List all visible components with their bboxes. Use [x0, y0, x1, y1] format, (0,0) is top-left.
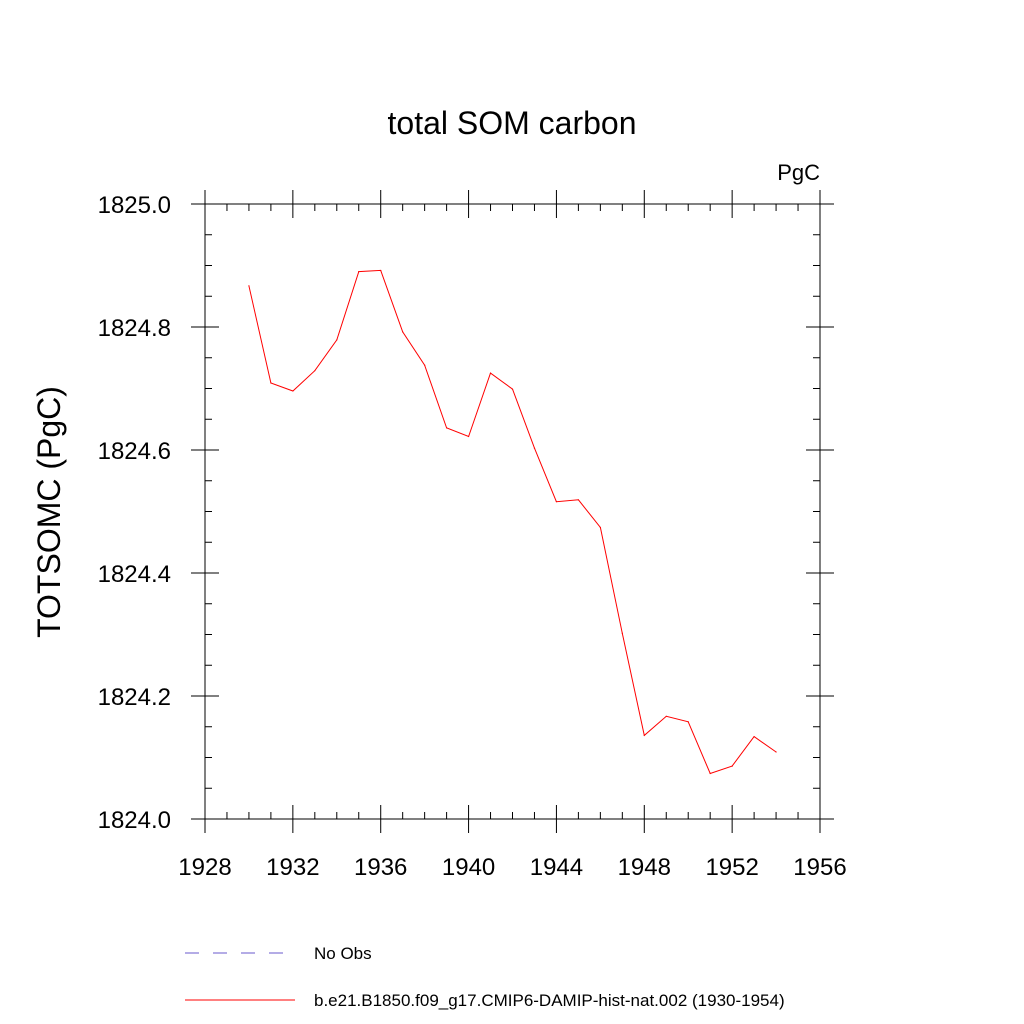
x-tick-label: 1940 — [442, 854, 495, 881]
series-layer — [248, 269, 777, 775]
series-line-0 — [248, 269, 777, 775]
y-tick-label: 1824.6 — [98, 438, 171, 465]
data-point — [402, 331, 404, 333]
x-tick-label: 1948 — [618, 854, 671, 881]
data-point — [489, 372, 492, 374]
axis-ticks — [191, 190, 834, 833]
y-tick-label: 1825.0 — [98, 192, 171, 219]
y-tick-labels: 1824.0 1824.2 1824.4 1824.6 1824.8 1825.0 — [98, 192, 171, 834]
data-point — [621, 632, 623, 634]
data-point — [270, 382, 272, 384]
data-point — [555, 501, 558, 503]
data-point — [424, 364, 426, 366]
plot-frame — [204, 203, 821, 820]
y-tick-label: 1824.8 — [98, 315, 171, 342]
units-label: PgC — [777, 160, 820, 185]
x-tick-label: 1928 — [178, 854, 231, 881]
chart-title: total SOM carbon — [388, 105, 637, 141]
data-point — [731, 765, 733, 767]
y-tick-label: 1824.4 — [98, 561, 171, 588]
y-axis-label: TOTSOMC (PgC) — [31, 386, 67, 638]
x-tick-label: 1936 — [354, 854, 407, 881]
data-point — [665, 715, 667, 717]
data-point — [248, 285, 250, 287]
data-point — [380, 269, 382, 272]
data-point — [599, 526, 601, 529]
data-point — [643, 734, 645, 736]
data-point — [775, 751, 777, 753]
data-point — [314, 370, 316, 372]
data-point — [336, 339, 338, 341]
x-tick-label: 1956 — [793, 854, 846, 881]
data-point — [446, 427, 448, 429]
data-point — [753, 735, 755, 738]
data-point — [533, 447, 536, 449]
data-point — [687, 721, 689, 723]
x-tick-label: 1952 — [705, 854, 758, 881]
legend-label-model-run: b.e21.B1850.f09_g17.CMIP6-DAMIP-hist-nat… — [314, 991, 785, 1010]
data-point — [292, 390, 294, 392]
x-tick-labels: 1928 1932 1936 1940 1944 1948 1952 1956 — [178, 854, 846, 881]
data-point — [358, 271, 360, 273]
x-tick-label: 1932 — [266, 854, 319, 881]
legend: No Obs b.e21.B1850.f09_g17.CMIP6-DAMIP-h… — [185, 944, 785, 1010]
x-tick-label: 1944 — [530, 854, 583, 881]
data-point — [709, 772, 711, 775]
data-point — [467, 435, 470, 438]
legend-label-no-obs: No Obs — [314, 944, 372, 963]
data-point — [577, 499, 579, 501]
y-tick-label: 1824.2 — [98, 684, 171, 711]
data-point — [511, 388, 514, 390]
y-tick-label: 1824.0 — [98, 807, 171, 834]
